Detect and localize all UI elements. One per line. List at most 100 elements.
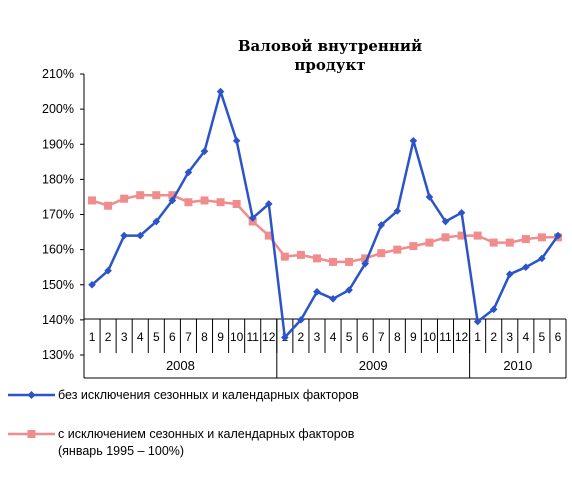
series-1-line <box>91 90 560 339</box>
series-1-point <box>168 196 177 205</box>
series-1-point <box>377 221 386 229</box>
series-2-point <box>88 196 97 205</box>
month-tick-label: 12 <box>262 330 276 344</box>
series-1-point <box>425 193 434 201</box>
series-lines <box>88 87 562 342</box>
month-tick-label: 3 <box>121 330 128 344</box>
series-1-point <box>136 231 145 240</box>
series-2-point <box>377 249 386 258</box>
series-2-point <box>264 231 273 240</box>
series-2-point <box>473 231 482 240</box>
series-2-point <box>200 196 209 205</box>
legend-label-series-2-line-2: (январь 1995 – 100%) <box>58 444 184 458</box>
series-2-point <box>457 231 466 240</box>
year-label: 2008 <box>166 358 195 373</box>
month-tick-label: 4 <box>522 330 529 344</box>
series-1-point <box>104 266 112 275</box>
series-1-point <box>489 305 498 314</box>
series-2-point <box>329 257 338 266</box>
series-2-point <box>441 233 450 242</box>
series-1-point <box>345 286 353 294</box>
month-tick-label: 1 <box>89 330 96 344</box>
y-tick-label: 200% <box>42 102 74 116</box>
month-tick-label: 3 <box>506 330 513 344</box>
x-axis-tick-labels: 1234567891011121234567891011121234562008… <box>89 330 562 373</box>
month-tick-label: 10 <box>423 330 437 344</box>
year-label: 2010 <box>503 358 532 373</box>
series-2-point <box>505 238 514 247</box>
month-tick-label: 7 <box>185 330 192 344</box>
series-2-point <box>296 250 305 259</box>
chart-title-line-2: продукт <box>294 56 365 74</box>
series-1-point <box>152 217 161 226</box>
series-1-point <box>361 259 369 268</box>
y-tick-label: 180% <box>42 172 74 186</box>
month-tick-label: 6 <box>555 330 562 344</box>
month-tick-label: 2 <box>298 330 305 344</box>
legend-label-series-2: с исключением сезонных и календарных фак… <box>58 427 355 441</box>
series-1-point <box>216 87 225 96</box>
series-2-point <box>312 254 321 263</box>
legend-marker-series-1 <box>27 391 36 399</box>
y-tick-label: 170% <box>42 208 74 222</box>
series-1-point <box>248 214 257 222</box>
month-tick-label: 4 <box>137 330 144 344</box>
series-1-point <box>409 136 418 145</box>
y-tick-label: 160% <box>42 243 74 257</box>
series-1-point <box>473 317 482 326</box>
series-1-point <box>313 287 321 296</box>
month-tick-label: 6 <box>169 330 176 344</box>
month-tick-label: 9 <box>217 330 224 344</box>
month-tick-label: 5 <box>539 330 546 344</box>
series-1-point <box>264 200 273 208</box>
series-1-point <box>297 316 305 324</box>
month-tick-label: 8 <box>394 330 401 344</box>
series-1-point <box>522 263 530 271</box>
series-2-point <box>345 257 354 266</box>
series-2-point <box>521 235 530 244</box>
month-tick-label: 4 <box>330 330 337 344</box>
series-2-line <box>91 193 558 264</box>
month-tick-label: 8 <box>201 330 208 344</box>
legend-marker-series-2 <box>27 430 36 438</box>
series-2-point <box>425 238 434 247</box>
y-tick-label: 190% <box>42 137 74 151</box>
year-label: 2009 <box>359 358 388 373</box>
month-tick-label: 9 <box>410 330 417 344</box>
series-2-point <box>152 191 161 200</box>
series-2-point <box>184 198 193 207</box>
plot-axes <box>83 74 567 379</box>
series-2-point <box>232 199 241 208</box>
series-1-point <box>441 217 450 226</box>
series-2-point <box>280 252 289 261</box>
month-tick-label: 1 <box>474 330 481 344</box>
y-axis-tick-labels: 130% 140% 150% 160% 170% 180% 190% 200% 210% <box>42 67 84 362</box>
legend: без исключения сезонных и календарных фа… <box>8 388 359 458</box>
series-1-point <box>329 295 337 303</box>
series-1-point <box>232 136 241 145</box>
series-1-point <box>457 208 466 217</box>
series-2-point <box>216 198 225 207</box>
series-1-point <box>554 231 562 240</box>
y-tick-label: 130% <box>42 348 74 362</box>
month-tick-label: 2 <box>490 330 497 344</box>
month-tick-label: 5 <box>346 330 353 344</box>
month-tick-label: 11 <box>246 330 259 344</box>
series-2-point <box>136 191 145 200</box>
series-1-point <box>88 280 96 289</box>
series-1-point <box>538 254 546 263</box>
series-1-point <box>120 231 128 240</box>
series-1-point <box>505 270 514 279</box>
series-1-point <box>200 147 209 156</box>
legend-label-series-1: без исключения сезонных и календарных фа… <box>58 388 359 402</box>
series-1-point <box>281 333 289 342</box>
y-tick-label: 140% <box>42 313 74 327</box>
month-tick-label: 6 <box>362 330 369 344</box>
series-2-point <box>537 233 546 242</box>
month-tick-label: 11 <box>439 330 452 344</box>
chart-title: Валовой внутренний продукт <box>238 37 422 74</box>
series-2-point <box>393 245 402 254</box>
month-tick-label: 7 <box>378 330 385 344</box>
chart-title-line-1: Валовой внутренний <box>238 37 422 55</box>
